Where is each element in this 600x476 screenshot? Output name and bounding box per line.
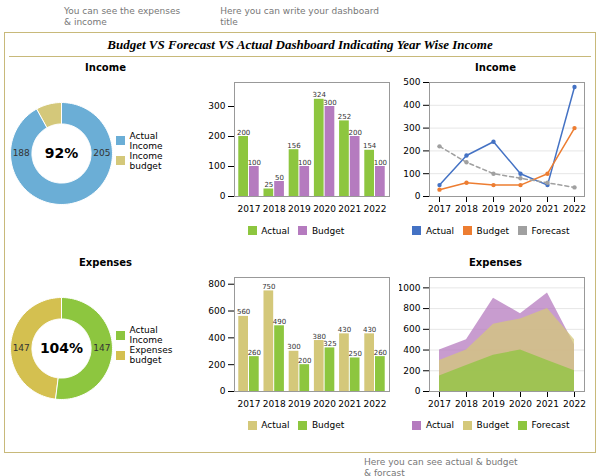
svg-text:2021: 2021 xyxy=(536,204,559,214)
svg-text:2022: 2022 xyxy=(364,398,387,408)
svg-text:324: 324 xyxy=(312,91,326,100)
svg-text:300: 300 xyxy=(323,99,336,107)
svg-text:2020: 2020 xyxy=(509,398,532,408)
svg-text:490: 490 xyxy=(273,317,286,325)
svg-text:2022: 2022 xyxy=(364,204,387,214)
svg-text:2021: 2021 xyxy=(338,398,361,408)
svg-text:2018: 2018 xyxy=(455,398,478,408)
html-text:Budget: Budget xyxy=(311,225,345,236)
html-text:Budget: Budget xyxy=(476,420,509,430)
svg-text:2018: 2018 xyxy=(455,204,478,214)
html-text:Actual: Actual xyxy=(261,420,290,430)
svg-text:2021: 2021 xyxy=(338,204,361,214)
svg-text:200: 200 xyxy=(403,146,420,156)
svg-text:800: 800 xyxy=(208,279,225,289)
html-text:Expenses: Expenses xyxy=(79,256,132,268)
svg-text:325: 325 xyxy=(323,339,336,347)
svg-text:300: 300 xyxy=(287,343,300,351)
svg-text:200: 200 xyxy=(237,129,250,137)
svg-text:100: 100 xyxy=(208,161,225,171)
html-text:Here you can write your dashbo: Here you can write your dashboard title xyxy=(220,6,380,27)
svg-text:154: 154 xyxy=(363,142,377,150)
svg-text:252: 252 xyxy=(338,113,351,121)
svg-text:0: 0 xyxy=(415,386,421,396)
svg-text:500: 500 xyxy=(403,77,420,87)
html-text:Budget: Budget xyxy=(476,225,509,236)
svg-text:2020: 2020 xyxy=(313,204,336,214)
html-text:Income budget: Income budget xyxy=(129,150,163,171)
svg-text:2019: 2019 xyxy=(482,204,505,214)
svg-text:260: 260 xyxy=(374,348,387,356)
svg-text:100: 100 xyxy=(374,159,387,167)
svg-text:2022: 2022 xyxy=(563,204,586,214)
svg-text:400: 400 xyxy=(403,344,420,354)
html-text:Actual: Actual xyxy=(425,225,455,236)
svg-text:380: 380 xyxy=(312,332,326,340)
svg-text:560: 560 xyxy=(237,308,250,316)
svg-text:400: 400 xyxy=(403,100,420,110)
svg-text:2022: 2022 xyxy=(563,398,586,408)
svg-text:200: 200 xyxy=(208,131,225,141)
html-text:You can see the expenses & inc: You can see the expenses & income xyxy=(64,6,181,27)
svg-text:2017: 2017 xyxy=(238,204,261,214)
html-text:Expenses: Expenses xyxy=(469,256,522,268)
svg-text:2019: 2019 xyxy=(288,204,311,214)
svg-text:100: 100 xyxy=(298,159,311,167)
svg-text:400: 400 xyxy=(208,332,225,342)
svg-text:2018: 2018 xyxy=(263,398,286,408)
svg-text:0: 0 xyxy=(220,191,226,201)
svg-text:147: 147 xyxy=(13,343,30,353)
svg-text:50: 50 xyxy=(275,174,284,182)
html-text:Forecast: Forecast xyxy=(531,420,570,430)
svg-text:600: 600 xyxy=(208,305,225,315)
html-text:Actual Income: Actual Income xyxy=(129,130,163,151)
svg-text:100: 100 xyxy=(403,169,420,179)
svg-text:104%: 104% xyxy=(40,339,83,355)
svg-text:200: 200 xyxy=(208,359,225,369)
svg-text:200: 200 xyxy=(403,365,420,375)
html-text:Income: Income xyxy=(475,62,516,73)
svg-text:147: 147 xyxy=(93,343,110,353)
svg-text:200: 200 xyxy=(298,356,311,364)
svg-text:600: 600 xyxy=(403,324,420,334)
svg-text:200: 200 xyxy=(348,129,361,137)
svg-text:2019: 2019 xyxy=(482,398,505,408)
svg-text:1000: 1000 xyxy=(399,282,421,292)
html-text:Forecast: Forecast xyxy=(531,225,570,236)
svg-text:260: 260 xyxy=(248,348,261,356)
svg-text:100: 100 xyxy=(248,159,261,167)
html-text:Budget VS Forecast VS Actual D: Budget VS Forecast VS Actual Dashboard I… xyxy=(107,37,493,52)
svg-text:188: 188 xyxy=(13,148,30,158)
svg-text:156: 156 xyxy=(287,142,301,150)
svg-text:0: 0 xyxy=(220,386,226,396)
svg-text:250: 250 xyxy=(348,349,361,357)
svg-text:2018: 2018 xyxy=(263,204,286,214)
svg-text:2017: 2017 xyxy=(238,398,261,408)
svg-text:92%: 92% xyxy=(45,145,79,161)
svg-text:2021: 2021 xyxy=(536,398,559,408)
svg-text:430: 430 xyxy=(363,325,376,333)
svg-text:2020: 2020 xyxy=(313,398,336,408)
svg-text:800: 800 xyxy=(403,303,420,313)
html-text:Actual Income: Actual Income xyxy=(129,325,163,346)
html-text:Income: Income xyxy=(85,62,126,73)
svg-text:750: 750 xyxy=(262,282,275,290)
svg-text:430: 430 xyxy=(338,325,351,333)
svg-text:2019: 2019 xyxy=(288,398,311,408)
svg-text:0: 0 xyxy=(415,191,421,201)
svg-text:2017: 2017 xyxy=(428,398,451,408)
html-text:Actual: Actual xyxy=(261,225,290,236)
html-text:Budget: Budget xyxy=(311,420,345,430)
html-text:Expenses budget: Expenses budget xyxy=(129,345,173,366)
html-text:Actual: Actual xyxy=(425,420,455,430)
svg-text:300: 300 xyxy=(403,123,420,133)
svg-text:2020: 2020 xyxy=(509,204,532,214)
svg-text:25: 25 xyxy=(264,181,273,189)
svg-text:205: 205 xyxy=(93,148,110,158)
svg-text:2017: 2017 xyxy=(428,204,451,214)
svg-text:300: 300 xyxy=(208,101,225,111)
